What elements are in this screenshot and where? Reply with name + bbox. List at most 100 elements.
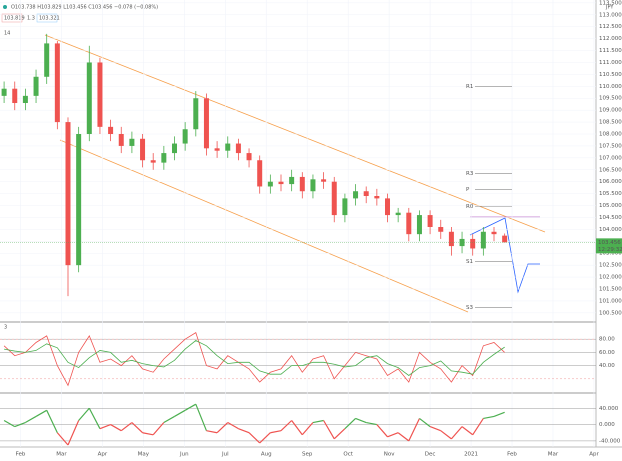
indicator-box	[1, 13, 23, 23]
y-tick-label: 104.000	[599, 227, 622, 233]
candle-body	[278, 181, 284, 185]
oscillator-segment	[88, 407, 101, 429]
oscillator-segment	[493, 411, 505, 417]
candle-body	[374, 196, 380, 199]
candle-body	[203, 98, 209, 149]
indicator-value: 103.321	[39, 16, 60, 22]
oscillator-segment	[312, 419, 324, 424]
oscillator-segment	[461, 426, 474, 436]
oscillator-segment	[120, 422, 133, 432]
pivot-label: R3	[466, 171, 474, 177]
y-tick-label: 103.000	[599, 251, 622, 257]
candle-body	[470, 238, 476, 249]
candle-body	[385, 198, 391, 216]
pivot-label: S1	[466, 259, 473, 265]
y-tick-label: 60.00	[599, 350, 615, 356]
last-price-label: 103.456	[598, 240, 621, 246]
oscillator-segment	[483, 415, 495, 420]
y-tick-label: 105.500	[599, 191, 622, 197]
status-dot	[3, 5, 7, 9]
oscillator-segment	[14, 421, 26, 428]
oscillator-segment	[472, 418, 484, 436]
oscillator-segment	[131, 422, 143, 434]
candle-body	[363, 191, 369, 197]
oscillator-segment	[408, 418, 420, 442]
pivot-label: R0	[466, 204, 474, 210]
oscillator-segment	[301, 422, 314, 436]
x-tick-label: Jun	[179, 452, 189, 458]
channel-line	[44, 34, 546, 233]
indicator-value: 103.819	[4, 16, 25, 22]
y-tick-label: 110.000	[599, 84, 622, 90]
x-tick-label: Feb	[507, 452, 517, 458]
x-tick-label: Jul	[221, 452, 229, 458]
x-tick-label: Oct	[343, 452, 353, 458]
oscillator-segment	[184, 403, 197, 411]
oscillator-segment	[227, 422, 239, 430]
oscillator-segment	[56, 432, 69, 446]
candle-body	[246, 153, 252, 161]
candle-body	[257, 160, 263, 187]
oscillator-segment	[174, 409, 186, 417]
channel-line	[59, 139, 469, 313]
y-tick-label: 105.000	[599, 203, 622, 209]
y-tick-label: 102.000	[599, 275, 622, 281]
y-tick-label: 108.500	[599, 120, 622, 126]
candle-body	[182, 129, 188, 144]
candle-body	[22, 95, 28, 104]
oscillator-segment	[99, 424, 111, 430]
oscillator-segment	[195, 403, 208, 431]
oscillator-segment	[366, 421, 377, 426]
candle-body	[235, 143, 241, 154]
candle-body	[118, 134, 124, 146]
oscillator-segment	[67, 420, 80, 446]
oscillator-segment	[397, 432, 410, 442]
oscillator-segment	[429, 426, 441, 432]
y-tick-label: 100.500	[599, 310, 622, 316]
candle-body	[193, 98, 199, 130]
candle-body	[502, 235, 508, 243]
y-tick-label: 106.000	[599, 179, 622, 185]
oscillator-segment	[35, 409, 47, 417]
pivot-label: S3	[466, 305, 473, 311]
x-tick-label: Dec	[425, 452, 436, 458]
y-tick-label: 0.000	[599, 422, 615, 428]
oscillator-segment	[387, 432, 399, 438]
x-tick-label: Feb	[16, 452, 26, 458]
y-tick-label: 80.00	[599, 337, 615, 343]
oscillator-segment	[46, 410, 58, 433]
stoch-length: 3	[4, 325, 7, 331]
oscillator-segment	[110, 424, 122, 432]
candle-body	[310, 179, 316, 192]
candle-body	[214, 148, 220, 151]
oscillator-segment	[355, 417, 367, 424]
candle-body	[480, 231, 486, 249]
candle-body	[289, 176, 295, 185]
stoch-line	[3, 331, 505, 387]
y-tick-label: 113.000	[599, 12, 622, 18]
x-tick-label: Mar	[56, 452, 67, 458]
countdown: 12:29:32	[598, 247, 622, 253]
oscillator-segment	[78, 407, 90, 421]
candle-body	[416, 215, 422, 235]
candle-body	[427, 215, 433, 228]
stoch-line	[4, 340, 505, 376]
oscillator-segment	[450, 426, 463, 440]
oscillator-segment	[344, 418, 356, 430]
y-tick-label: 40.000	[599, 406, 619, 412]
oscillator-segment	[25, 415, 37, 424]
y-tick-label: 112.500	[599, 24, 622, 30]
y-tick-label: 111.500	[599, 48, 622, 54]
x-tick-label: Apr	[589, 452, 599, 458]
y-tick-label: 107.500	[599, 143, 622, 149]
candle-body	[353, 191, 359, 199]
candle-body	[342, 198, 348, 216]
candle-body	[76, 134, 82, 266]
indicator-length: 14	[4, 31, 10, 37]
y-tick-label: 40.00	[599, 363, 615, 369]
y-tick-label: 110.500	[599, 72, 622, 78]
